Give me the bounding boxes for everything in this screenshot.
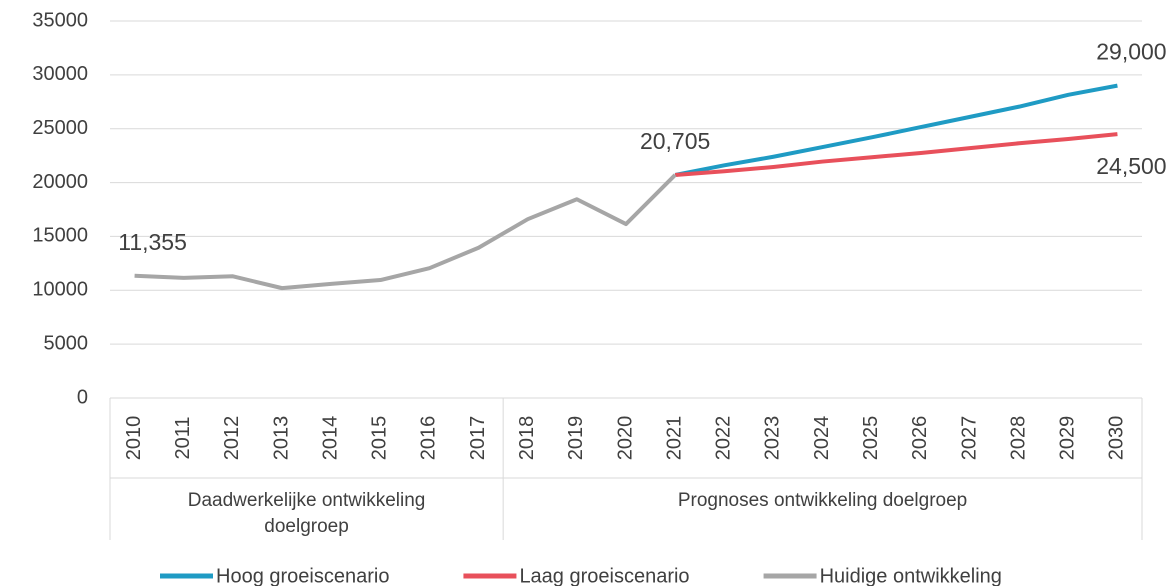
y-tick-label: 10000 <box>32 279 88 301</box>
x-tick-label: 2017 <box>467 416 489 461</box>
x-tick-label: 2016 <box>418 416 440 461</box>
legend-label: Huidige ontwikkeling <box>820 565 1002 586</box>
x-tick-label: 2026 <box>909 416 931 461</box>
x-tick-label: 2014 <box>319 416 341 461</box>
data-label: 20,705 <box>640 128 710 154</box>
y-tick-label: 35000 <box>32 9 88 31</box>
x-tick-label: 2019 <box>565 416 587 461</box>
legend-label: Hoog groeiscenario <box>216 565 389 586</box>
x-tick-label: 2013 <box>270 416 292 461</box>
y-tick-label: 0 <box>77 386 88 408</box>
x-tick-label: 2010 <box>123 416 145 461</box>
data-label: 29,000 <box>1096 39 1166 65</box>
x-tick-label: 2022 <box>713 416 735 461</box>
group-label: Daadwerkelijke ontwikkeling doelgroep <box>187 490 426 537</box>
y-tick-label: 15000 <box>32 225 88 247</box>
x-tick-label: 2020 <box>614 416 636 461</box>
x-tick-label: 2029 <box>1057 416 1079 461</box>
y-tick-label: 5000 <box>44 332 89 354</box>
x-tick-label: 2023 <box>762 416 784 461</box>
x-tick-label: 2027 <box>958 416 980 461</box>
data-label: 24,500 <box>1096 153 1166 179</box>
series-line <box>134 173 677 291</box>
x-tick-label: 2021 <box>663 416 685 461</box>
x-tick-label: 2011 <box>172 416 194 459</box>
x-tick-label: 2025 <box>860 416 882 461</box>
x-tick-label: 2012 <box>221 416 243 461</box>
x-tick-label: 2018 <box>516 416 538 461</box>
data-label: 11,355 <box>118 229 187 255</box>
x-tick-label: 2028 <box>1007 416 1029 461</box>
legend-label: Laag groeiscenario <box>519 565 689 586</box>
x-tick-label: 2015 <box>369 416 391 461</box>
series-line <box>674 132 1118 177</box>
y-tick-label: 20000 <box>32 171 88 193</box>
x-tick-label: 2024 <box>811 416 833 461</box>
y-tick-label: 25000 <box>32 117 88 139</box>
series-line <box>674 83 1118 177</box>
x-tick-label: 2030 <box>1106 416 1128 461</box>
group-label: Prognoses ontwikkeling doelgroep <box>677 490 968 511</box>
y-tick-label: 30000 <box>32 63 88 85</box>
